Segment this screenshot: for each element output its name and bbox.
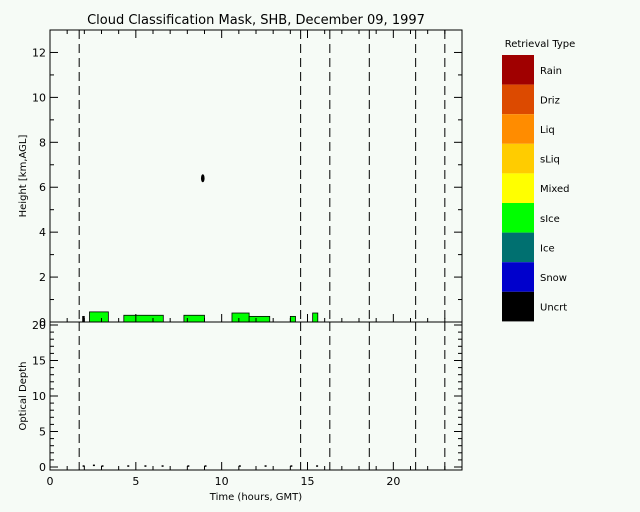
legend-swatch xyxy=(502,203,534,233)
uncertain-cloud-point xyxy=(200,174,205,183)
x-tick-label: 15 xyxy=(301,475,315,488)
legend-swatch xyxy=(502,173,534,203)
y-tick-label: 2 xyxy=(39,271,46,284)
top-y-axis-label: Height [km,AGL] xyxy=(18,135,29,218)
legend-swatch xyxy=(502,114,534,144)
top-plot-frame xyxy=(49,29,463,323)
optical-depth-point xyxy=(82,465,85,467)
top-panel: 0 2 4 6 8 10 12 Height [km,AGL] xyxy=(18,29,463,329)
bottom-time-markers xyxy=(78,322,446,470)
optical-depth-point xyxy=(127,465,130,467)
top-time-markers xyxy=(78,30,446,322)
cloud-mask xyxy=(82,174,319,323)
bottom-plot-frame xyxy=(49,321,463,471)
y-tick-label: 5 xyxy=(39,426,46,439)
bottom-y-axis-label: Optical Depth xyxy=(18,362,29,431)
chart-title: Cloud Classification Mask, SHB, December… xyxy=(87,13,425,28)
legend-swatch xyxy=(502,143,534,174)
legend-label: Mixed xyxy=(540,184,570,195)
x-tick-label: 0 xyxy=(47,475,54,488)
optical-depth-point xyxy=(101,465,104,467)
legend-swatch xyxy=(502,232,534,263)
legend-label: Liq xyxy=(540,125,555,136)
cloud-segment xyxy=(123,314,164,323)
legend-items: Rain Driz Liq sLiq Mixed sIce Ice Snow Uncrt xyxy=(502,55,570,322)
optical-depth-point xyxy=(92,464,95,467)
y-tick-label: 4 xyxy=(39,226,46,239)
legend-label: Driz xyxy=(540,95,560,106)
y-tick-label: 6 xyxy=(39,181,46,194)
legend-label: Uncrt xyxy=(540,303,567,314)
optical-depth-point xyxy=(187,465,190,467)
y-tick-label: 10 xyxy=(32,390,46,403)
x-axis-label: Time (hours, GMT) xyxy=(209,492,303,503)
optical-depth-point xyxy=(290,465,293,467)
legend-swatch xyxy=(502,55,534,85)
y-tick-label: 10 xyxy=(32,91,46,104)
cloud-segment xyxy=(248,315,271,323)
legend-label: sIce xyxy=(540,214,560,225)
legend-label: Rain xyxy=(540,66,562,77)
optical-depth-point xyxy=(316,465,319,467)
optical-depth-series xyxy=(82,464,319,467)
legend-swatch xyxy=(502,262,534,292)
cloud-segment xyxy=(312,312,319,323)
bottom-y-axis-ticks: 0 5 10 15 20 xyxy=(32,319,462,474)
legend-title: Retrieval Type xyxy=(505,39,576,50)
optical-depth-point xyxy=(204,465,207,467)
y-tick-label: 0 xyxy=(39,461,46,474)
top-y-axis-ticks: 0 2 4 6 8 10 12 xyxy=(32,29,462,329)
legend-swatch xyxy=(502,291,534,322)
bottom-panel: 0 5 10 15 20 0 5 10 15 20 Optical Depth Time (ho… xyxy=(18,319,463,503)
optical-depth-point xyxy=(238,465,241,467)
legend-label: sLiq xyxy=(540,155,560,166)
legend-label: Ice xyxy=(540,243,555,254)
cloud-segment xyxy=(289,315,296,323)
x-tick-label: 10 xyxy=(215,475,229,488)
x-tick-label: 5 xyxy=(132,475,139,488)
y-tick-label: 20 xyxy=(32,319,46,332)
optical-depth-point xyxy=(144,465,147,467)
y-tick-label: 8 xyxy=(39,136,46,149)
y-tick-label: 0 xyxy=(39,316,46,329)
cloud-segment xyxy=(231,312,250,323)
top-x-axis-ticks xyxy=(49,30,463,322)
x-tick-label: 20 xyxy=(386,475,400,488)
legend-swatch xyxy=(502,84,534,115)
optical-depth-point xyxy=(161,465,164,467)
y-tick-label: 15 xyxy=(32,355,46,368)
bottom-x-axis-ticks: 0 5 10 15 20 xyxy=(47,462,463,488)
y-tick-label: 12 xyxy=(32,46,46,59)
optical-depth-point xyxy=(264,465,267,467)
cloud-segment xyxy=(89,311,109,323)
legend: Retrieval Type Rain Driz Liq sLiq Mixed sIce I… xyxy=(502,39,576,322)
legend-label: Snow xyxy=(540,273,567,284)
